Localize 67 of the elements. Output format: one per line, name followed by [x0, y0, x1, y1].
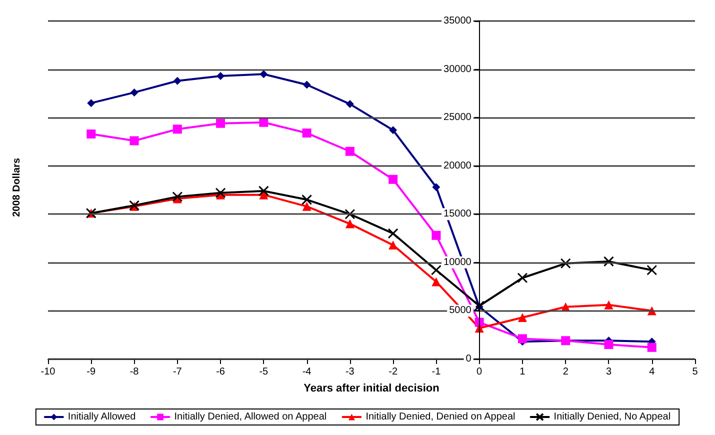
x-tick-label: 5: [692, 366, 698, 378]
y-tick-label: 5000: [449, 305, 472, 316]
point: [86, 129, 96, 138]
point: [258, 186, 269, 196]
point: [172, 192, 183, 202]
x-tick-label: -1: [432, 366, 442, 378]
point: [302, 128, 312, 138]
point: [646, 264, 658, 276]
x-tick-label: -2: [388, 366, 398, 378]
point: [302, 194, 312, 205]
point: [302, 202, 312, 211]
legend-label: Initially Denied, Allowed on Appeal: [174, 412, 327, 422]
legend-label: Initially Allowed: [68, 412, 136, 422]
y-tick-label: 10000: [444, 256, 472, 268]
x-tick-label: 2: [562, 366, 569, 378]
point: [130, 136, 139, 146]
y-axis-title: 2008 Dollars: [12, 158, 22, 217]
point: [432, 230, 441, 240]
x-tick-label: 0: [476, 366, 483, 378]
point: [432, 277, 441, 286]
x-tick-label: 4: [649, 366, 656, 378]
point: [346, 100, 354, 108]
point: [345, 219, 354, 228]
legend-label: Initially Denied, No Appeal: [554, 412, 671, 422]
point: [172, 124, 182, 134]
point: [388, 228, 398, 239]
point: [302, 80, 311, 89]
x-tick-label: -10: [40, 366, 56, 378]
point: [517, 272, 528, 284]
legend-label: Initially Denied, Denied on Appeal: [366, 412, 516, 422]
x-tick-label: -9: [86, 366, 96, 378]
x-tick-label: -5: [259, 366, 269, 378]
point: [216, 72, 225, 80]
point: [344, 208, 356, 220]
y-tick-label: 30000: [444, 64, 472, 75]
y-tick-label: 15000: [444, 208, 472, 220]
y-tick-label: 0: [466, 354, 472, 364]
point: [603, 256, 614, 267]
point: [389, 126, 398, 134]
point: [518, 334, 527, 344]
x-tick-label: -8: [130, 366, 140, 378]
x-tick-label: -7: [172, 366, 182, 378]
x-tick-label: -4: [302, 366, 312, 378]
point: [518, 312, 527, 322]
point: [173, 76, 182, 85]
point: [647, 342, 656, 352]
x-tick-label: 3: [606, 366, 612, 378]
x-axis-title: Years after initial decision: [304, 382, 440, 394]
x-tick-label: -6: [216, 366, 226, 378]
point: [345, 146, 354, 156]
y-tick-label: 35000: [444, 16, 472, 26]
point: [388, 174, 398, 184]
point: [430, 264, 442, 276]
point: [130, 88, 138, 96]
point: [560, 258, 571, 269]
point: [260, 70, 268, 78]
point: [432, 183, 440, 192]
point: [604, 340, 614, 350]
point: [216, 118, 226, 128]
point: [87, 99, 96, 108]
y-tick-label: 20000: [444, 160, 472, 172]
point: [604, 300, 614, 310]
point: [388, 240, 398, 250]
point: [215, 188, 226, 198]
x-tick-label: -3: [345, 366, 355, 378]
x-tick-label: 1: [520, 366, 526, 378]
y-tick-label: 25000: [444, 112, 472, 124]
